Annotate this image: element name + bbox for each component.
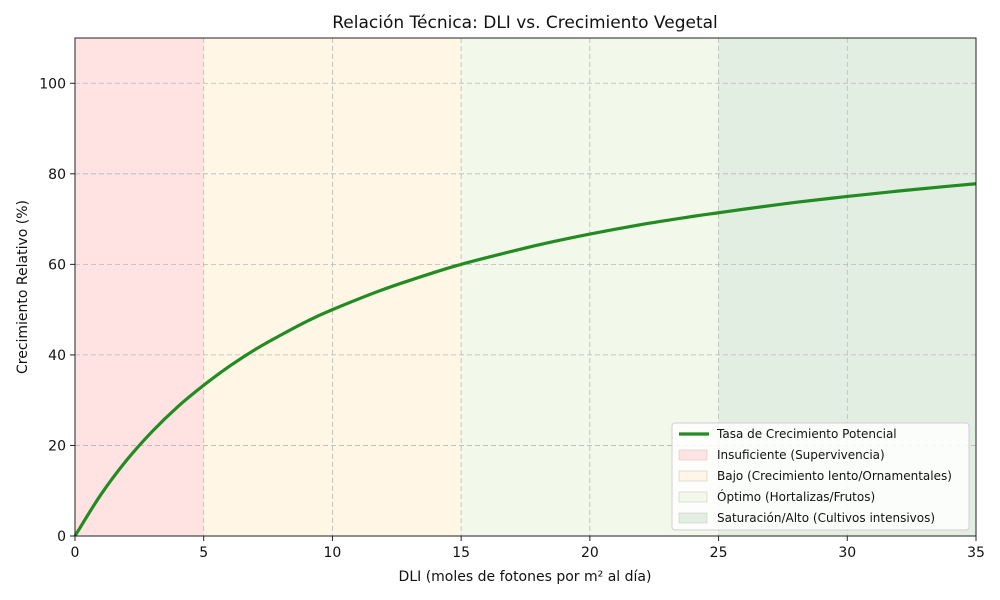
x-tick-label: 20	[581, 545, 599, 561]
x-tick-label: 15	[452, 545, 470, 561]
series-line-0	[73, 182, 977, 537]
legend-band-swatch	[678, 449, 708, 461]
x-tick-label: 35	[967, 545, 985, 561]
legend-label: Óptimo (Hortalizas/Frutos)	[717, 489, 875, 504]
x-tick-label: 0	[71, 545, 80, 561]
x-tick-label: 5	[199, 545, 208, 561]
series-layer	[73, 182, 977, 537]
legend-label: Bajo (Crecimiento lento/Ornamentales)	[717, 469, 952, 483]
y-tick-label: 80	[48, 167, 66, 183]
y-tick-label: 20	[48, 438, 66, 454]
x-axis-ticks: 0 5 10 15 20 25 30 35	[71, 536, 985, 561]
x-axis-label: DLI (moles de fotones por m² al día)	[399, 569, 652, 585]
legend-label: Insuficiente (Supervivencia)	[717, 448, 885, 462]
y-tick-label: 60	[48, 257, 66, 273]
legend-band-swatch	[678, 491, 708, 503]
y-tick-label: 100	[39, 76, 66, 92]
plot-frame	[74, 37, 977, 537]
legend: Tasa de Crecimiento Potencial Insuficient…	[671, 422, 970, 531]
x-tick-label: 25	[710, 545, 728, 561]
legend-box	[671, 422, 970, 531]
y-tick-label: 0	[57, 529, 66, 545]
band-0	[75, 38, 204, 536]
y-axis-ticks: 0 20 40 60 80 100	[39, 76, 75, 545]
legend-label: Tasa de Crecimiento Potencial	[716, 427, 897, 441]
legend-band-swatch	[678, 470, 708, 482]
legend-label: Saturación/Alto (Cultivos intensivos)	[717, 511, 935, 525]
x-tick-label: 10	[324, 545, 342, 561]
chart-title: Relación Técnica: DLI vs. Crecimiento Ve…	[332, 13, 718, 33]
legend-band-swatch	[678, 512, 708, 524]
x-tick-label: 30	[838, 545, 856, 561]
y-axis-label: Crecimiento Relativo (%)	[15, 200, 31, 374]
y-tick-label: 40	[48, 348, 66, 364]
